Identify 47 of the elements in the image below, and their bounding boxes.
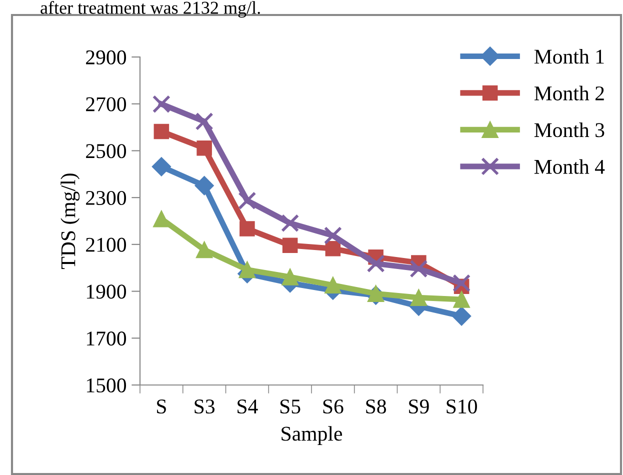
y-tick-label: 2500 [86, 144, 126, 158]
x-tick-label: S9 [409, 400, 429, 414]
x-tick-label: S8 [366, 399, 386, 414]
legend-label: Month 1 [534, 49, 604, 64]
point [366, 254, 385, 273]
x-tick-label: S4 [238, 400, 258, 414]
legend-label: Month 3 [534, 122, 604, 138]
point [154, 124, 170, 140]
point [153, 210, 170, 228]
x-tick-label: S3 [194, 400, 214, 414]
y-tick-label: 2900 [86, 50, 126, 64]
y-tick-label: 1500 [86, 378, 126, 392]
point [152, 157, 171, 176]
y-tick-label: 2300 [86, 190, 126, 206]
y-tick-label: 2700 [86, 97, 126, 112]
point [195, 112, 214, 130]
point [367, 285, 384, 302]
point [324, 226, 342, 245]
legend-label: Month 2 [534, 86, 604, 100]
point [410, 289, 428, 306]
point [281, 214, 300, 232]
point [196, 140, 212, 156]
y-tick-label: 1900 [86, 284, 126, 299]
x-tick-label: S10 [446, 399, 477, 414]
point [453, 291, 470, 308]
point [410, 260, 428, 278]
y-tick-label: 1700 [86, 332, 126, 346]
y-axis-title: TDS (mg/l) [60, 174, 80, 269]
point [282, 238, 298, 254]
x-tick-label: S5 [280, 400, 300, 414]
point [152, 95, 170, 114]
point [238, 261, 256, 278]
x-tick-label: S [157, 400, 166, 414]
x-tick-label: S6 [323, 400, 344, 414]
point [196, 241, 213, 258]
x-axis-title: Sample [282, 426, 342, 446]
point [238, 192, 256, 210]
text: after treatment was 2132 mg/l. [40, 1, 260, 18]
point [282, 268, 298, 286]
point [325, 241, 341, 256]
point [452, 274, 471, 292]
y-tick-label: 2100 [86, 238, 126, 252]
legend-label: Month 4 [534, 159, 605, 174]
point [452, 306, 472, 326]
point [194, 176, 214, 196]
point [324, 276, 342, 294]
point [240, 221, 255, 236]
